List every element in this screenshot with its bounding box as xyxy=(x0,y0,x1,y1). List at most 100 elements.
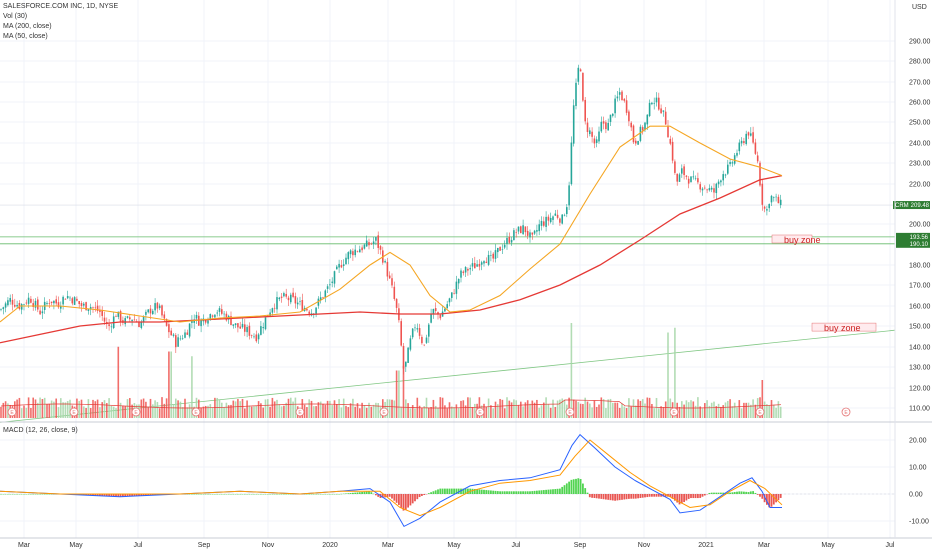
candle-body xyxy=(347,252,350,260)
volume-bar xyxy=(308,399,310,418)
candle-body xyxy=(359,249,361,253)
volume-bar xyxy=(255,405,258,418)
earnings-marker xyxy=(669,407,679,417)
volume-bar xyxy=(407,403,409,418)
volume-bar xyxy=(119,402,122,418)
volume-bar xyxy=(664,401,667,418)
candle-body xyxy=(589,130,591,135)
volume-bar xyxy=(485,406,488,418)
macd-histogram-bar xyxy=(496,491,499,494)
volume-bar xyxy=(487,398,490,418)
volume-bar xyxy=(687,402,690,418)
candle-body xyxy=(50,301,53,303)
volume-bar xyxy=(218,399,221,418)
candle-body xyxy=(27,297,30,304)
candle-body xyxy=(46,302,48,304)
candle-body xyxy=(69,297,71,299)
volume-bar xyxy=(554,406,557,418)
volume-bar xyxy=(589,403,591,418)
candle-body xyxy=(738,142,741,152)
earnings-marker-label: E xyxy=(134,410,138,416)
legend-ma200: MA (200, close) xyxy=(3,23,52,30)
candle-body xyxy=(218,308,221,312)
candle-body xyxy=(572,105,575,144)
candle-body xyxy=(66,296,69,299)
candle-body xyxy=(188,323,191,337)
macd-histogram-bar xyxy=(485,490,488,494)
volume-bar xyxy=(246,400,248,418)
volume-bar xyxy=(393,400,396,418)
volume-bar xyxy=(704,403,706,418)
volume-bar xyxy=(294,397,297,418)
volume-bar xyxy=(368,402,370,418)
volume-bar xyxy=(434,405,437,418)
volume-bar xyxy=(352,398,354,418)
macd-histogram-bar xyxy=(747,492,750,494)
volume-bar xyxy=(694,405,697,418)
time-tick-label: May xyxy=(821,542,835,549)
candle-body xyxy=(591,131,593,137)
candle-body xyxy=(163,314,166,319)
candle-body xyxy=(566,207,568,215)
candle-body xyxy=(156,302,159,309)
volume-bar xyxy=(0,406,2,418)
volume-bar xyxy=(773,404,775,418)
candle-body xyxy=(117,311,120,317)
macd-histogram-bar xyxy=(467,488,469,494)
macd-pane: 20.00 10.00 0.00 -10.00 xyxy=(0,433,929,528)
volume-bar xyxy=(202,406,205,418)
macd-histogram-bar xyxy=(591,494,593,498)
candle-body xyxy=(439,314,442,319)
volume-bar xyxy=(30,407,32,418)
macd-histogram-bar xyxy=(345,493,347,494)
volume-bar xyxy=(117,346,120,418)
candle-body xyxy=(78,301,80,305)
volume-bar xyxy=(108,398,110,418)
candle-body xyxy=(326,286,329,289)
volume-bar xyxy=(181,407,184,418)
candle-body xyxy=(280,296,283,298)
volume-bar xyxy=(653,408,655,418)
volume-bar xyxy=(290,397,292,418)
candle-body xyxy=(211,315,214,317)
volume-bar xyxy=(241,398,244,418)
candle-body xyxy=(715,183,718,194)
volume-bar xyxy=(37,402,39,418)
candle-body xyxy=(552,216,554,220)
candle-body xyxy=(239,326,241,329)
candle-body xyxy=(60,305,62,309)
macd-histogram-bar xyxy=(409,494,412,506)
price-tick-label: 230.00 xyxy=(909,161,931,168)
candle-body xyxy=(126,316,129,318)
volume-bar xyxy=(50,400,53,418)
volume-bar xyxy=(152,404,154,418)
candle-body xyxy=(76,298,78,301)
macd-histogram-bar xyxy=(411,494,414,504)
candle-body xyxy=(628,111,630,122)
candle-body xyxy=(752,132,754,143)
candle-body xyxy=(186,332,189,335)
candle-body xyxy=(646,114,649,125)
volume-bar xyxy=(324,404,327,418)
macd-histogram-bar xyxy=(565,483,568,494)
volume-bar xyxy=(306,407,308,418)
candle-body xyxy=(632,125,635,143)
macd-histogram-bar xyxy=(756,494,759,495)
volume-bar xyxy=(177,400,179,418)
candle-body xyxy=(513,230,515,241)
candle-body xyxy=(423,344,425,346)
macd-histogram-bar xyxy=(545,489,547,494)
volume-bar xyxy=(727,400,729,418)
candle-body xyxy=(299,301,301,302)
candle-body xyxy=(545,216,547,227)
macd-histogram-bar xyxy=(772,494,775,505)
macd-histogram-bar xyxy=(89,494,92,496)
candle-body xyxy=(255,334,258,342)
candle-body xyxy=(501,249,504,250)
volume-bar xyxy=(552,399,554,418)
candle-body xyxy=(73,297,76,305)
candle-body xyxy=(129,317,131,320)
time-tick-label: Jul xyxy=(886,542,895,549)
candle-body xyxy=(276,297,278,310)
